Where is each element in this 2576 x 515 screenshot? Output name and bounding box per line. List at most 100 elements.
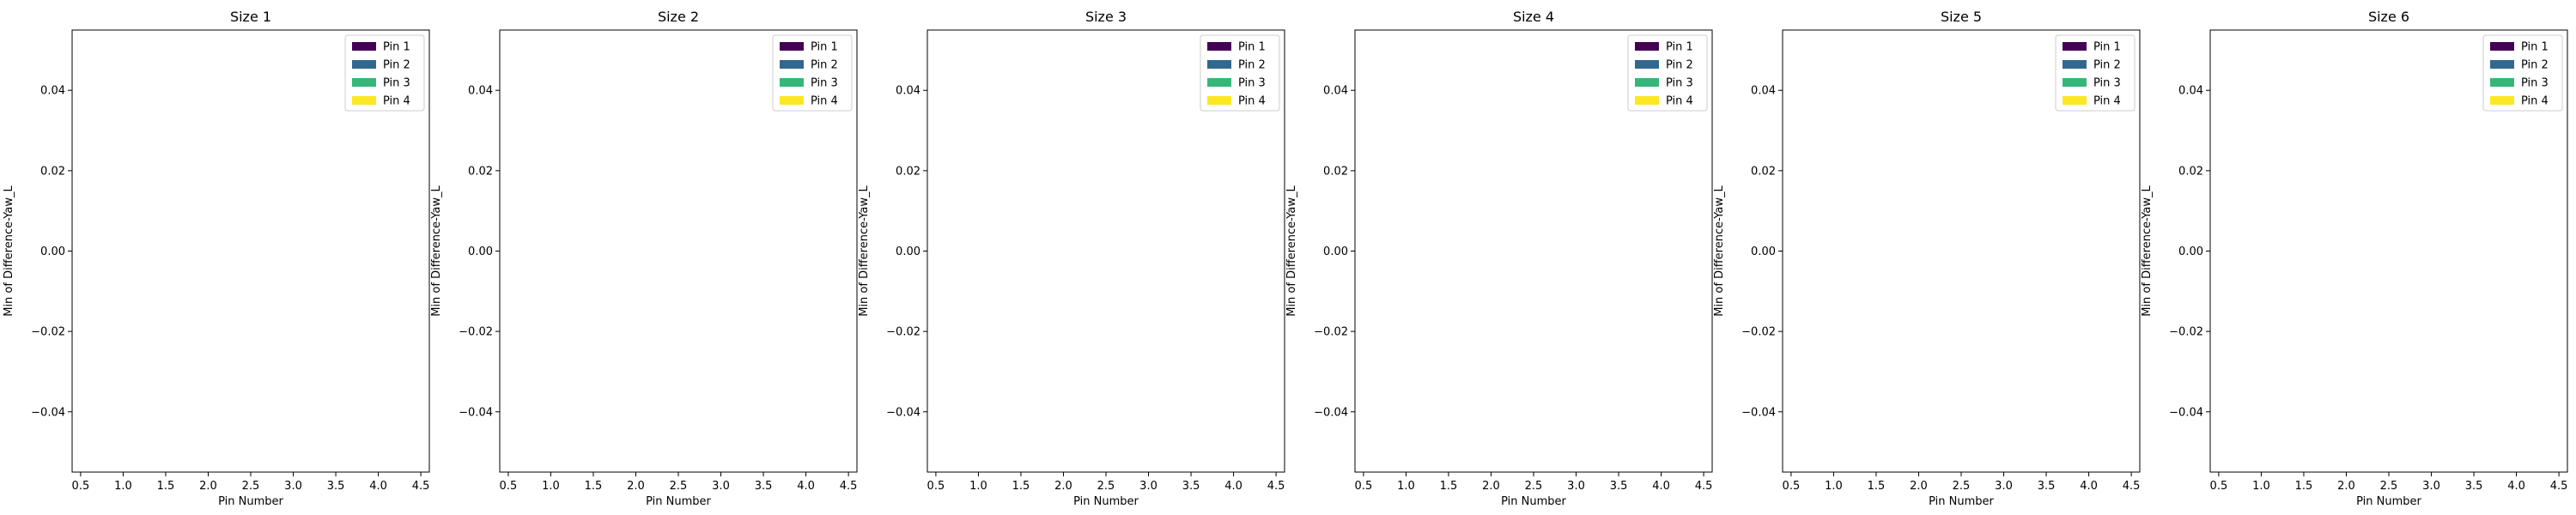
- legend-swatch: [2490, 78, 2514, 87]
- subplot-title: Size 2: [658, 9, 699, 25]
- legend-swatch: [2063, 60, 2087, 69]
- subplot-title: Size 5: [1941, 9, 1982, 25]
- x-axis-label: Pin Number: [1073, 495, 1139, 508]
- y-tick-label: 0.04: [468, 85, 493, 98]
- y-tick-label: 0.02: [1751, 165, 1776, 178]
- x-tick-label: 0.5: [1355, 480, 1373, 493]
- x-tick-label: 3.0: [1567, 480, 1585, 493]
- y-tick-label: 0.04: [1323, 85, 1348, 98]
- y-tick-label: 0.04: [40, 85, 65, 98]
- legend-label: Pin 1: [811, 41, 838, 54]
- subplot-title: Size 6: [2368, 9, 2409, 25]
- x-tick-label: 2.0: [1054, 480, 1072, 493]
- legend-label: Pin 1: [1666, 41, 1693, 54]
- y-axis-label: Min of Difference-Yaw_L: [858, 185, 871, 316]
- x-tick-label: 0.5: [927, 480, 945, 493]
- legend-label: Pin 2: [2521, 59, 2549, 72]
- legend-label: Pin 1: [383, 41, 410, 54]
- legend-swatch: [352, 42, 376, 51]
- legend-swatch: [1635, 42, 1659, 51]
- x-tick-label: 2.5: [1525, 480, 1543, 493]
- y-tick-label: −0.02: [1741, 326, 1776, 339]
- subplot-6: Size 6 0.5 1.0 1.5 2.0 2.5 3.0 3.5 4.0 4.5 −0.04 −0…: [2141, 9, 2568, 508]
- x-tick-label: 4.0: [2507, 480, 2525, 493]
- legend-swatch: [780, 96, 804, 105]
- y-axis-label: Min of Difference-Yaw_L: [1285, 185, 1298, 316]
- x-tick-label: 3.5: [2465, 480, 2483, 493]
- y-tick-label: 0.00: [1751, 245, 1776, 258]
- y-tick-label: −0.02: [886, 326, 920, 339]
- legend-label: Pin 2: [383, 59, 410, 72]
- x-tick-label: 1.0: [2252, 480, 2270, 493]
- x-tick-label: 1.5: [157, 480, 175, 493]
- x-tick-label: 0.5: [2210, 480, 2228, 493]
- x-tick-label: 0.5: [1783, 480, 1801, 493]
- x-tick-label: 1.5: [1440, 480, 1458, 493]
- x-tick-label: 3.0: [284, 480, 302, 493]
- x-tick-label: 2.0: [1910, 480, 1928, 493]
- legend-swatch: [1635, 60, 1659, 69]
- legend-label: Pin 4: [2093, 95, 2121, 108]
- subplot-4: Size 4 0.5 1.0 1.5 2.0 2.5 3.0 3.5 4.0 4.5 −0.04 −0…: [1285, 9, 1713, 508]
- x-tick-label: 3.5: [755, 480, 773, 493]
- x-tick-label: 1.5: [585, 480, 603, 493]
- legend-label: Pin 4: [1666, 95, 1693, 108]
- x-tick-label: 4.5: [412, 480, 430, 493]
- x-tick-label: 1.0: [542, 480, 560, 493]
- legend: [1200, 34, 1280, 112]
- x-tick-label: 4.5: [1695, 480, 1713, 493]
- subplot-1: Size 1 0.5 1.0 1.5 2.0 2.5 3.0 3.5 4.0 4.5 −0.04 −0…: [3, 9, 430, 508]
- y-tick-label: 0.02: [40, 165, 65, 178]
- x-tick-label: 1.0: [1397, 480, 1415, 493]
- x-axis-label: Pin Number: [646, 495, 711, 508]
- y-tick-label: −0.02: [1314, 326, 1348, 339]
- legend-label: Pin 3: [1238, 77, 1266, 90]
- legend-swatch: [1207, 42, 1231, 51]
- y-tick-label: 0.00: [2178, 245, 2203, 258]
- y-tick-label: 0.04: [2178, 85, 2203, 98]
- legend: [1627, 34, 1708, 112]
- x-tick-label: 2.0: [627, 480, 645, 493]
- y-tick-label: −0.04: [2169, 406, 2203, 419]
- y-tick-label: 0.02: [468, 165, 493, 178]
- x-tick-label: 0.5: [500, 480, 518, 493]
- y-tick-label: 0.00: [896, 245, 920, 258]
- legend-swatch: [1635, 78, 1659, 87]
- subplot-title: Size 4: [1513, 9, 1554, 25]
- subplot-5: Size 5 0.5 1.0 1.5 2.0 2.5 3.0 3.5 4.0 4.5 −0.04 −0…: [1713, 9, 2141, 508]
- y-axis-label: Min of Difference-Yaw_L: [430, 185, 443, 316]
- legend-label: Pin 3: [383, 77, 410, 90]
- x-tick-label: 1.5: [2295, 480, 2313, 493]
- legend-label: Pin 3: [1666, 77, 1693, 90]
- y-tick-label: −0.02: [459, 326, 493, 339]
- legend-swatch: [352, 78, 376, 87]
- x-tick-label: 1.5: [1868, 480, 1886, 493]
- legend-swatch: [2490, 42, 2514, 51]
- x-tick-label: 4.5: [2123, 480, 2141, 493]
- legend-swatch: [2490, 96, 2514, 105]
- legend-swatch: [780, 78, 804, 87]
- x-tick-label: 4.5: [1267, 480, 1285, 493]
- x-tick-label: 3.5: [1610, 480, 1628, 493]
- x-tick-label: 4.0: [2080, 480, 2098, 493]
- y-tick-label: 0.02: [1323, 165, 1348, 178]
- y-tick-label: 0.00: [1323, 245, 1348, 258]
- x-tick-label: 1.0: [969, 480, 987, 493]
- x-tick-label: 1.5: [1012, 480, 1030, 493]
- y-tick-label: −0.02: [31, 326, 65, 339]
- legend-swatch: [2063, 42, 2087, 51]
- x-tick-label: 4.0: [1652, 480, 1670, 493]
- y-tick-label: 0.02: [2178, 165, 2203, 178]
- y-tick-label: 0.00: [468, 245, 493, 258]
- x-tick-label: 3.0: [712, 480, 730, 493]
- x-tick-label: 3.0: [1139, 480, 1157, 493]
- legend-swatch: [1207, 60, 1231, 69]
- x-tick-label: 2.0: [199, 480, 217, 493]
- x-tick-label: 3.5: [327, 480, 345, 493]
- y-axis-label: Min of Difference-Yaw_L: [1713, 185, 1726, 316]
- legend-label: Pin 3: [2521, 77, 2549, 90]
- legend-label: Pin 3: [811, 77, 838, 90]
- legend: [2482, 34, 2563, 112]
- y-tick-label: 0.04: [1751, 85, 1776, 98]
- legend-swatch: [1207, 96, 1231, 105]
